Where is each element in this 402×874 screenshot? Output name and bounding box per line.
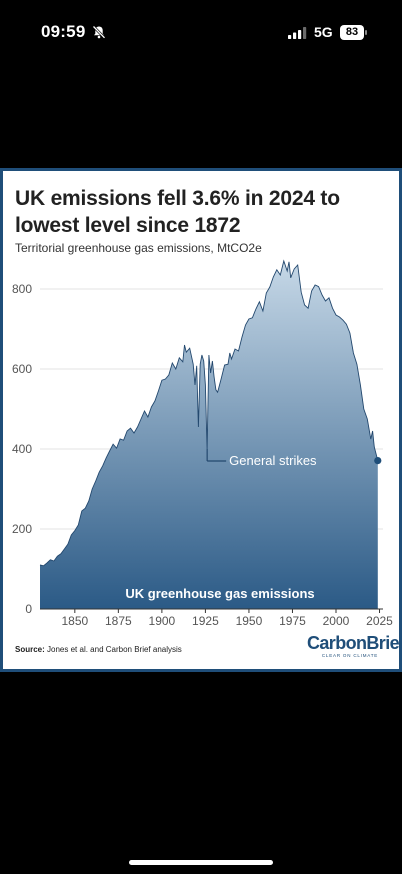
x-axis: 1850 1875 1900 1925 1950 1975 2000 2025: [61, 609, 393, 628]
annotation-general-strikes: General strikes: [229, 453, 317, 468]
latest-value-marker: [374, 457, 382, 465]
y-axis: 0 200 400 600 800: [12, 282, 32, 616]
source-label: Source:: [15, 645, 45, 654]
emissions-chart: 0 200 400 600 800 1850 1875 1900 1925 1950 1975 20…: [12, 259, 393, 628]
annotations: General strikes UK greenhouse gas emissio…: [125, 449, 317, 601]
source-text: Jones et al. and Carbon Brief analysis: [47, 645, 182, 654]
x-tick-label: 2000: [323, 614, 350, 628]
chart-title: UK emissions fell 3.6% in 2024 to lowest…: [15, 187, 340, 237]
y-tick-label: 400: [12, 442, 32, 456]
x-tick-label: 1975: [279, 614, 306, 628]
brand-name: CarbonBrief: [307, 633, 402, 653]
x-tick-label: 2025: [366, 614, 393, 628]
x-tick-label: 1850: [61, 614, 88, 628]
y-tick-label: 800: [12, 282, 32, 296]
signal-bars-icon: [288, 27, 307, 39]
status-time: 09:59: [41, 22, 86, 41]
status-bar: 09:59 5G 83: [0, 0, 402, 60]
bell-slash-icon: [92, 25, 106, 39]
network-label: 5G: [314, 24, 333, 40]
x-tick-label: 1875: [105, 614, 132, 628]
battery-icon: 83: [340, 25, 364, 40]
home-indicator[interactable]: [129, 860, 273, 865]
y-tick-label: 600: [12, 362, 32, 376]
y-tick-label: 0: [25, 602, 32, 616]
x-tick-label: 1950: [236, 614, 263, 628]
chart-subtitle: Territorial greenhouse gas emissions, Mt…: [15, 241, 262, 255]
emissions-area: [40, 261, 378, 609]
battery-nub: [365, 30, 367, 35]
chart-card: UK emissions fell 3.6% in 2024 to lowest…: [0, 168, 402, 672]
x-tick-label: 1925: [192, 614, 219, 628]
emissions-line: [39, 259, 379, 567]
carbonbrief-logo: CarbonBrief CLEAR ON CLIMATE: [307, 633, 402, 658]
series-label: UK greenhouse gas emissions: [125, 586, 314, 601]
source-note: Source: Jones et al. and Carbon Brief an…: [15, 645, 182, 654]
x-tick-label: 1900: [149, 614, 176, 628]
y-tick-label: 200: [12, 522, 32, 536]
brand-tagline: CLEAR ON CLIMATE: [321, 653, 379, 658]
